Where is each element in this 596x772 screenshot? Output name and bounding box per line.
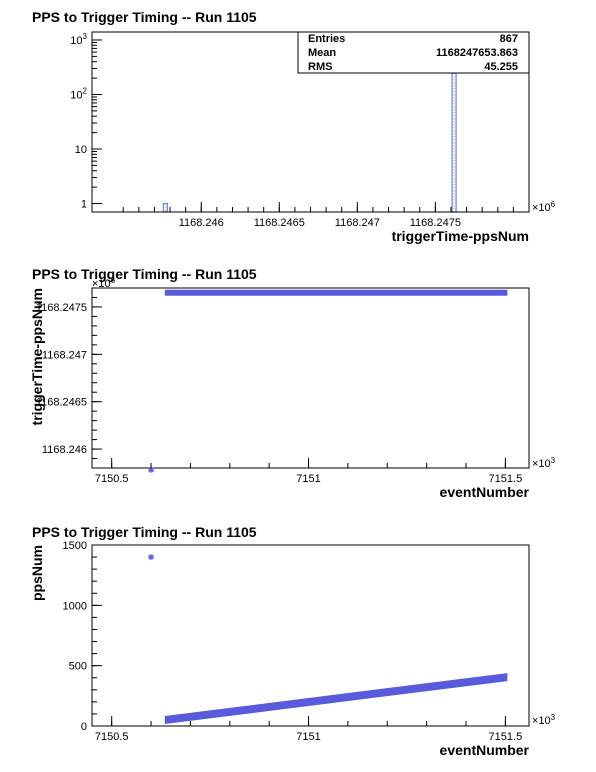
timing-scatter-x-tick-label: 7150.5: [95, 473, 129, 485]
stats-rms-value: 45.255: [484, 61, 518, 73]
timing-scatter-y-tick-label: 1168.2465: [36, 397, 87, 409]
histogram-y-tick-base: 10: [70, 89, 82, 101]
marker-stroke: [148, 554, 154, 560]
histogram-y-tick-base: 10: [70, 35, 82, 47]
histogram-y-tick-label: 10: [75, 144, 87, 156]
timing-scatter-y-multiplier: ×106: [92, 276, 116, 290]
histogram-y-tick-exp: 2: [83, 86, 88, 95]
timing-scatter-y-tick-label: 1168.246: [42, 444, 87, 456]
timing-scatter-points: [148, 289, 508, 473]
stats-box: Entries 867 Mean 1168247653.863 RMS 45.2…: [297, 31, 530, 74]
ppsnum-scatter-y-axis-label: ppsNum: [29, 545, 45, 601]
timing-scatter-x-ticks: 7150.5 7151 7151.5: [95, 458, 522, 485]
ppsnum-scatter-x-multiplier: ×103: [532, 713, 556, 727]
histogram-y-tick-base: 10: [75, 144, 87, 156]
ppsnum-scatter-band: [164, 673, 508, 724]
histogram-x-axis-label: triggerTime-ppsNum: [392, 228, 529, 244]
timing-scatter-band: [164, 289, 508, 296]
stats-entries-value: 867: [500, 33, 518, 45]
timing-scatter-point: [148, 466, 155, 473]
timing-scatter-x-tick-label: 7151: [296, 473, 320, 485]
ppsnum-scatter-point: [148, 554, 155, 561]
ppsnum-scatter-y-tick-label: 500: [69, 661, 87, 673]
stats-rms-label: RMS: [308, 61, 332, 73]
ppsnum-scatter-y-ticks: 0 500 1000 1500: [63, 540, 102, 733]
histogram-bar: [162, 202, 168, 213]
timing-scatter-x-multiplier: ×103: [532, 456, 556, 470]
histogram-y-tick-base: 1: [81, 199, 87, 211]
ppsnum-scatter-title: PPS to Trigger Timing -- Run 1105: [32, 524, 257, 540]
timing-scatter-y-axis-label: triggerTime-ppsNum: [29, 288, 45, 425]
histogram-x-tick-label: 1168.2465: [254, 217, 305, 229]
stats-box-frame: [297, 31, 530, 74]
ppsnum-scatter-frame: [91, 544, 530, 727]
timing-scatter-y-tick-label: 1168.2475: [36, 302, 87, 314]
stats-mean-label: Mean: [308, 47, 336, 59]
ppsnum-scatter-y-tick-label: 0: [81, 721, 87, 733]
histogram-panel: PPS to Trigger Timing -- Run 1105 110102…: [32, 9, 556, 244]
stats-entries-label: Entries: [308, 33, 345, 45]
ppsnum-scatter-points: [148, 554, 508, 724]
histogram-title: PPS to Trigger Timing -- Run 1105: [32, 9, 257, 25]
ppsnum-scatter-x-tick-label: 7150.5: [95, 731, 129, 743]
ppsnum-scatter-x-tick-label: 7151.5: [489, 731, 523, 743]
histogram-x-tick-label: 1168.247: [335, 217, 380, 229]
timing-scatter-frame: [91, 287, 530, 469]
histogram-x-multiplier: ×106: [532, 200, 556, 214]
timing-scatter-x-tick-label: 7151.5: [489, 473, 523, 485]
histogram-x-tick-label: 1168.2475: [410, 217, 461, 229]
histogram-y-tick-label: 1: [81, 199, 87, 211]
histogram-y-tick-label: 103: [70, 32, 87, 47]
stats-mean-value: 1168247653.863: [436, 47, 518, 59]
ppsnum-scatter-y-tick-label: 1500: [63, 540, 87, 552]
histogram-x-ticks: 1168.246 1168.2465 1168.247 1168.2475: [122, 202, 530, 229]
ppsnum-scatter-x-tick-label: 7151: [296, 731, 320, 743]
timing-scatter-x-axis-label: eventNumber: [440, 484, 530, 500]
timing-scatter-y-ticks: 1168.246 1168.2465 1168.247 1168.2475: [36, 287, 102, 469]
ppsnum-scatter-x-ticks: 7150.5 7151 7151.5: [95, 716, 522, 743]
histogram-x-tick-label: 1168.246: [179, 217, 224, 229]
timing-scatter-title: PPS to Trigger Timing -- Run 1105: [32, 266, 257, 282]
marker-stroke: [148, 467, 154, 473]
histogram-y-tick-label: 102: [70, 86, 87, 101]
timing-scatter-panel: PPS to Trigger Timing -- Run 1105 1168.2…: [29, 266, 556, 500]
timing-scatter-y-tick-label: 1168.247: [42, 349, 87, 361]
ppsnum-scatter-y-tick-label: 1000: [63, 600, 87, 612]
histogram-y-tick-exp: 3: [83, 32, 88, 41]
ppsnum-scatter-panel: PPS to Trigger Timing -- Run 1105 0 500 10…: [29, 524, 556, 758]
ppsnum-scatter-x-axis-label: eventNumber: [440, 742, 530, 758]
